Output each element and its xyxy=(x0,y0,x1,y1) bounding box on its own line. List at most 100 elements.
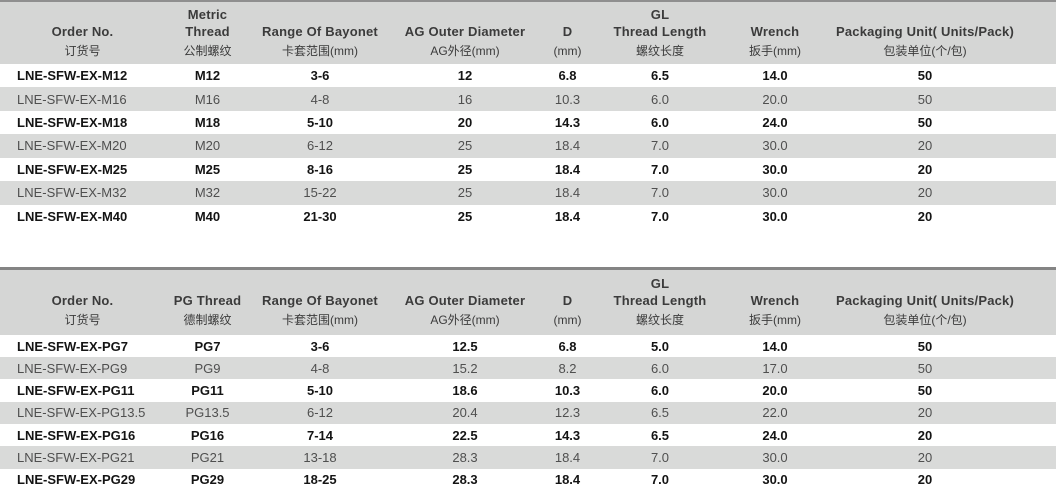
table-cell: LNE-SFW-EX-M40 xyxy=(17,208,128,224)
header-label-en: Metric Thread xyxy=(185,7,230,39)
table-cell: 5-10 xyxy=(306,383,334,399)
header-cell: D (mm) xyxy=(540,4,595,62)
header-cell: PG Thread 德制螺纹 xyxy=(165,273,250,331)
table-cell: 50 xyxy=(917,68,933,84)
table-cell: 6.5 xyxy=(650,427,670,443)
header-label-en: Order No. xyxy=(51,293,114,309)
table-cell: 18.6 xyxy=(452,383,478,399)
table-cell: 20 xyxy=(457,115,473,131)
table-cell: 6.0 xyxy=(650,91,670,107)
header-cell: Order No. 订货号 xyxy=(0,273,165,331)
table-cell: 16 xyxy=(457,91,473,107)
table-row: LNE-SFW-EX-M20 M20 6-12 25 18.4 7.0 30.0 20 xyxy=(0,134,1056,158)
table-cell: 7.0 xyxy=(650,161,670,177)
table-cell: 50 xyxy=(917,383,933,399)
table-cell: M18 xyxy=(194,115,221,131)
header-label-zh: AG外径(mm) xyxy=(430,44,500,58)
table-cell: 20 xyxy=(917,161,933,177)
header-label-zh: 包装单位(个/包) xyxy=(883,44,967,58)
table-row: LNE-SFW-EX-M32 M32 15-22 25 18.4 7.0 30.0 20 xyxy=(0,181,1056,205)
table-cell: LNE-SFW-EX-M32 xyxy=(17,185,127,201)
table-cell: 6.0 xyxy=(650,360,670,376)
header-label-zh: 扳手(mm) xyxy=(749,313,801,328)
header-label-en: Wrench xyxy=(750,24,800,39)
table-cell: 22.0 xyxy=(762,405,788,421)
table-cell: 18.4 xyxy=(554,138,581,154)
table-row: LNE-SFW-EX-PG13.5 PG13.5 6-12 20.4 12.3 6.5 22… xyxy=(0,401,1056,425)
table-header-row: Order No. 订货号 Metric Thread 公制螺纹 Range Of Ba… xyxy=(0,2,1056,64)
table-cell: 18-25 xyxy=(303,472,337,488)
header-label-zh: 螺纹长度 xyxy=(635,313,684,328)
header-cell: Metric Thread 公制螺纹 xyxy=(165,4,250,62)
table-cell: 24.0 xyxy=(762,427,788,443)
table-cell: 20 xyxy=(917,185,933,201)
table-cell: 14.3 xyxy=(554,115,581,131)
header-label-zh: 订货号 xyxy=(64,44,101,58)
table-cell: 20.4 xyxy=(452,405,478,421)
table-cell: LNE-SFW-EX-M25 xyxy=(17,161,128,177)
table-cell: 8.2 xyxy=(558,360,577,376)
table-cell: 6-12 xyxy=(306,138,334,154)
table-cell: 6-12 xyxy=(306,405,334,421)
table-cell: M40 xyxy=(194,208,221,224)
header-label-en: PG Thread xyxy=(173,293,242,309)
table-body: LNE-SFW-EX-M12 M12 3-6 12 6.8 6.5 14.0 50 LNE-SF… xyxy=(0,64,1056,228)
table-cell: 50 xyxy=(917,115,933,131)
table-row: LNE-SFW-EX-PG9 PG9 4-8 15.2 8.2 6.0 17.0 50 xyxy=(0,357,1056,380)
header-label-zh: 包装单位(个/包) xyxy=(883,313,967,328)
table-cell: LNE-SFW-EX-PG13.5 xyxy=(17,405,146,421)
header-label-en: GL xyxy=(650,7,670,22)
table-cell: 10.3 xyxy=(554,383,581,399)
table-row: LNE-SFW-EX-M16 M16 4-8 16 10.3 6.0 20.0 50 xyxy=(0,87,1056,111)
header-label-zh: 德制螺纹 xyxy=(183,313,232,328)
table-cell: PG7 xyxy=(194,338,221,354)
header-label-en: Order No. xyxy=(51,24,114,39)
pg-thread-table: Order No. 订货号 PG Thread 德制螺纹 Range Of Bayone… xyxy=(0,266,1056,491)
table-gap xyxy=(0,227,1056,267)
table-cell: LNE-SFW-EX-PG16 xyxy=(17,427,136,443)
header-label-en: Packaging Unit( Units/Pack) xyxy=(835,293,1015,309)
table-cell: 20 xyxy=(917,472,933,488)
table-cell: 21-30 xyxy=(303,208,337,224)
header-label-en: GL xyxy=(650,276,670,292)
table-row: LNE-SFW-EX-M25 M25 8-16 25 18.4 7.0 30.0 20 xyxy=(0,157,1056,182)
table-cell: PG21 xyxy=(190,449,225,465)
table-cell: LNE-SFW-EX-PG11 xyxy=(17,383,135,399)
table-row: LNE-SFW-EX-PG11 PG11 5-10 18.6 10.3 6.0 20.0 50 xyxy=(0,379,1056,402)
header-cell: AG Outer Diameter AG外径(mm) xyxy=(390,273,540,331)
header-cell: Order No. 订货号 xyxy=(0,4,165,62)
header-label-zh: (mm) xyxy=(553,313,582,328)
header-label-en: Thread Length xyxy=(613,24,707,39)
table-cell: 5-10 xyxy=(306,115,334,131)
table-cell: 20 xyxy=(917,427,933,443)
table-cell: 20.0 xyxy=(762,383,788,399)
header-label-en: D xyxy=(562,293,573,309)
table-cell: 5.0 xyxy=(650,338,670,354)
table-cell: M25 xyxy=(194,161,221,177)
table-cell: 13-18 xyxy=(303,449,337,465)
table-cell: 30.0 xyxy=(762,185,788,201)
table-cell: 18.4 xyxy=(554,185,581,201)
table-cell: 20 xyxy=(917,138,933,154)
table-cell: 12.3 xyxy=(554,405,581,421)
header-cell: GL Thread Length 螺纹长度 xyxy=(595,273,725,331)
table-cell: M16 xyxy=(194,91,221,107)
table-row: LNE-SFW-EX-PG29 PG29 18-25 28.3 18.4 7.0 30.0 2… xyxy=(0,468,1056,491)
table-row: LNE-SFW-EX-PG21 PG21 13-18 28.3 18.4 7.0 30.0 2… xyxy=(0,446,1056,469)
table-cell: 20 xyxy=(917,405,933,421)
table-cell: 24.0 xyxy=(762,115,788,131)
header-label-en: AG Outer Diameter xyxy=(404,293,526,309)
table-cell: 6.8 xyxy=(558,68,577,84)
table-cell: M32 xyxy=(194,185,221,201)
header-label-en: Thread Length xyxy=(613,293,707,309)
table-cell: 7.0 xyxy=(650,208,670,224)
table-cell: PG16 xyxy=(190,427,225,443)
table-cell: 3-6 xyxy=(310,68,330,84)
table-cell: 30.0 xyxy=(762,208,788,224)
table-cell: LNE-SFW-EX-M18 xyxy=(17,115,128,131)
table-cell: 20.0 xyxy=(762,91,788,107)
header-label-zh: 扳手(mm) xyxy=(749,44,801,58)
table-cell: 18.4 xyxy=(554,472,581,488)
table-cell: LNE-SFW-EX-PG9 xyxy=(17,360,128,376)
